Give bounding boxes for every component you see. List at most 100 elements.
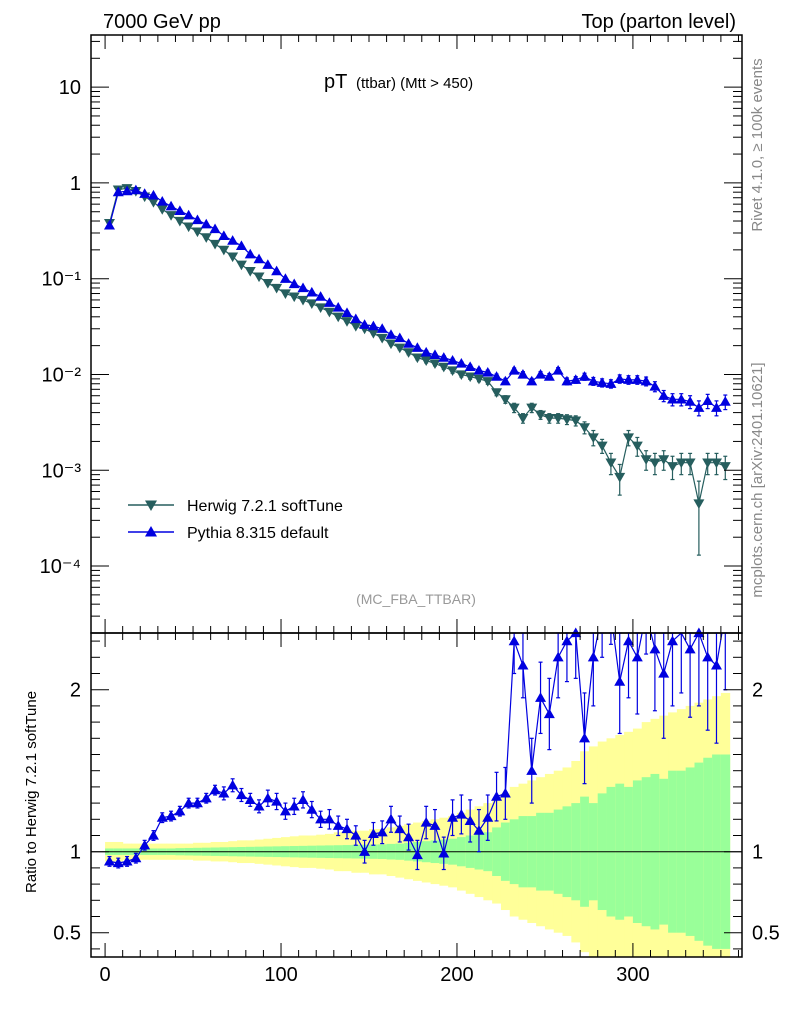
pythia-point <box>323 297 335 307</box>
mcplots-label: mcplots.cern.ch [arXiv:2401.10621] <box>749 362 766 597</box>
pythia-ratio-point <box>156 812 168 822</box>
herwig-point <box>710 458 722 469</box>
pythia-point <box>121 185 133 196</box>
xtick-label: 0 <box>100 964 111 986</box>
pythia-point <box>447 354 459 365</box>
pythia-point <box>191 214 203 225</box>
energy-label: 7000 GeV pp <box>103 11 221 33</box>
pythia-point <box>209 223 221 234</box>
pythia-ratio-line <box>109 633 723 864</box>
herwig-point <box>473 374 485 385</box>
pythia-ratio-point <box>429 820 441 830</box>
ratio-ytick-label: 0.5 <box>53 923 81 945</box>
pythia-ratio-point <box>183 797 195 808</box>
legend-label-herwig: Herwig 7.2.1 softTune <box>187 498 343 515</box>
pythia-point <box>253 253 265 264</box>
herwig-point <box>587 433 599 443</box>
herwig-point <box>191 227 203 238</box>
plot-subtitle: (ttbar) (Mtt > 450) <box>356 75 473 92</box>
ratio-ytick-label: 1 <box>70 842 81 864</box>
herwig-point <box>579 423 591 433</box>
herwig-point <box>631 441 643 452</box>
herwig-point <box>350 321 362 332</box>
herwig-point <box>429 359 441 370</box>
herwig-point <box>403 348 415 358</box>
pythia-point <box>605 378 617 388</box>
pythia-point <box>112 186 124 197</box>
pythia-ratio-point <box>165 810 177 821</box>
herwig-point <box>667 462 679 472</box>
herwig-point <box>596 441 608 452</box>
pythia-point <box>367 320 379 331</box>
herwig-point <box>323 307 335 318</box>
pythia-point <box>411 342 423 352</box>
pythia-point <box>570 374 582 384</box>
herwig-point <box>376 333 388 344</box>
pythia-point <box>684 396 696 406</box>
pythia-point <box>103 219 115 230</box>
pythia-point <box>579 371 591 381</box>
pythia-point <box>147 189 159 200</box>
pythia-point <box>614 373 626 383</box>
pythia-point <box>667 393 679 404</box>
herwig-point <box>218 245 230 256</box>
ratio-ytick-label-right: 1 <box>752 842 763 864</box>
herwig-point <box>526 403 538 414</box>
pythia-point <box>693 402 705 412</box>
herwig-point <box>438 362 450 373</box>
pythia-point <box>631 374 643 384</box>
pythia-point <box>482 366 494 377</box>
herwig-point <box>517 414 529 424</box>
herwig-point <box>341 317 353 327</box>
pythia-point <box>535 368 547 379</box>
pythia-point <box>315 291 327 301</box>
main-panel: 10 1 10⁻¹ 10⁻² 10⁻³ 10⁻⁴ pT (ttbar) (Mtt > 45… <box>40 34 743 634</box>
herwig-point <box>385 339 397 350</box>
herwig-point <box>702 458 714 469</box>
legend-label-pythia: Pythia 8.315 default <box>187 525 329 542</box>
xtick-label: 300 <box>616 964 649 986</box>
pythia-point <box>719 396 731 406</box>
pythia-point <box>156 195 168 206</box>
process-label: Top (parton level) <box>581 11 736 33</box>
pythia-point <box>640 375 652 386</box>
main-ytick-label: 10⁻¹ <box>42 269 82 291</box>
main-ytick-label: 10⁻² <box>42 364 82 386</box>
herwig-point <box>482 377 494 387</box>
ratio-ytick-label: 2 <box>70 680 81 702</box>
herwig-point <box>649 458 661 469</box>
main-ytick-label: 10⁻³ <box>42 460 82 482</box>
main-ytick-label: 10 <box>59 77 81 99</box>
herwig-point <box>235 260 247 271</box>
herwig-point <box>719 462 731 472</box>
herwig-point <box>623 433 635 443</box>
herwig-point <box>253 272 265 283</box>
pythia-point <box>403 338 415 348</box>
pythia-point <box>623 374 635 384</box>
pythia-point <box>235 240 247 251</box>
herwig-point <box>499 395 511 405</box>
pythia-point <box>279 273 291 283</box>
herwig-point <box>420 356 432 366</box>
pythia-point <box>165 200 177 211</box>
main-ytick-label: 1 <box>70 173 81 195</box>
pythia-ratio-point <box>447 812 459 822</box>
ratio-ytick-label-right: 2 <box>752 680 763 702</box>
herwig-point <box>447 366 459 377</box>
herwig-point <box>508 403 520 414</box>
pythia-ratio-point <box>103 855 115 866</box>
herwig-point <box>262 278 274 289</box>
pythia-point <box>464 361 476 372</box>
pythia-point <box>376 323 388 333</box>
herwig-point <box>570 416 582 427</box>
herwig-point <box>491 388 503 398</box>
pythia-point <box>508 365 520 375</box>
pythia-point <box>649 380 661 391</box>
pythia-point <box>499 375 511 386</box>
pythia-point <box>130 184 142 195</box>
pythia-point <box>350 313 362 324</box>
pythia-point <box>174 205 186 216</box>
herwig-point <box>535 410 547 421</box>
herwig-point <box>315 303 327 314</box>
